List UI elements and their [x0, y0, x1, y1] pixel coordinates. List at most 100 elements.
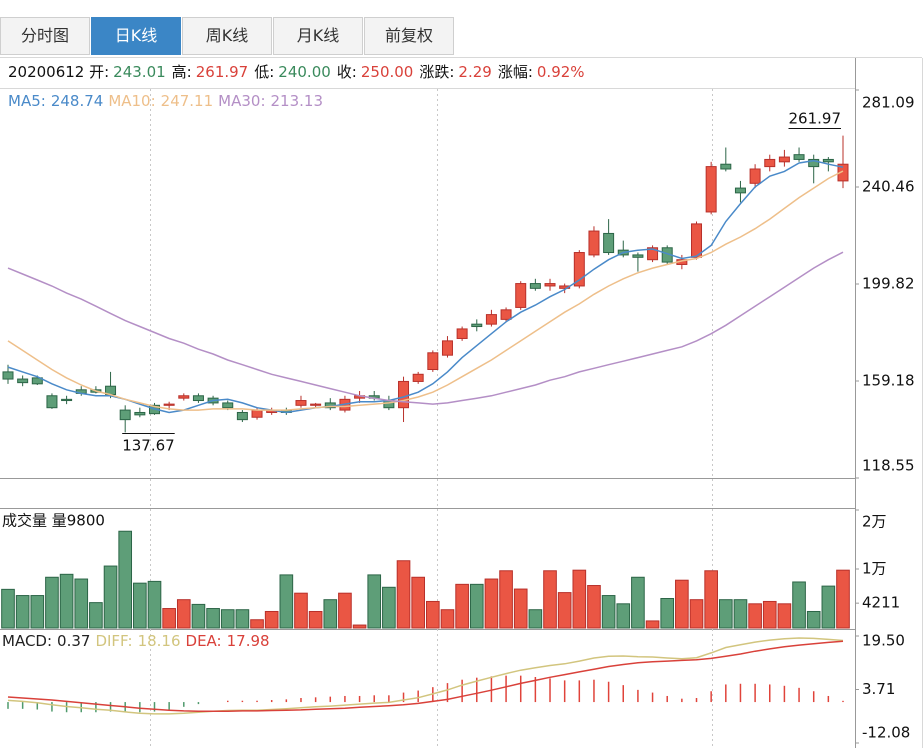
candle-body [441, 340, 453, 356]
legend-entry: MACD: 0.37 [2, 632, 90, 650]
candle-body [529, 283, 541, 289]
legend-name: MA30: [218, 92, 265, 110]
candle-body [808, 158, 820, 168]
volume-bar [455, 583, 469, 629]
volume-bar [89, 602, 103, 629]
volume-title: 成交量 量9800 [2, 512, 105, 530]
macd-line [7, 637, 844, 715]
volume-bar [74, 578, 89, 629]
volume-bar [616, 603, 631, 629]
volume-bar [396, 560, 411, 629]
candle-body [500, 309, 512, 320]
y-tick-label: 19.50 [862, 632, 905, 650]
volume-bar [469, 583, 484, 629]
candle-body [251, 409, 263, 418]
volume-bar [59, 573, 74, 629]
info-value: 243.01 [113, 63, 166, 81]
candle-body [764, 158, 776, 168]
tab[interactable]: 日K线 [91, 17, 181, 55]
volume-bar [806, 610, 821, 629]
volume-bar [660, 598, 675, 629]
volume-bar [704, 570, 718, 629]
tab[interactable]: 分时图 [0, 17, 90, 55]
candle-body [398, 380, 410, 409]
legend-entry: MA30: 213.13 [218, 92, 323, 110]
info-value: 2.29 [458, 63, 492, 81]
candle-body [427, 352, 439, 371]
legend-name: MA10: [108, 92, 155, 110]
volume-bar [30, 595, 45, 629]
info-label: 涨跌: [419, 63, 455, 81]
ma-line [7, 170, 844, 411]
volume-bar [191, 603, 206, 629]
legend-entry: MA10: 247.11 [108, 92, 213, 110]
candle-body [236, 411, 248, 421]
candle-body [632, 254, 644, 258]
candle-body [647, 247, 659, 261]
info-value: 261.97 [195, 63, 249, 81]
legend-entry: DEA: 17.98 [186, 632, 270, 650]
candle-body [485, 314, 497, 325]
info-label: 低: [254, 63, 275, 81]
volume-bar [675, 579, 689, 629]
y-tick-label: 1万 [862, 560, 887, 578]
volume-bar [279, 574, 294, 629]
legend-name: DIFF: [95, 632, 132, 650]
volume-bar [308, 610, 323, 629]
legend-name: MA5: [8, 92, 46, 110]
tab[interactable]: 前复权 [364, 17, 454, 55]
volume-bar [382, 586, 396, 629]
candle-body [178, 395, 190, 399]
volume-bar [601, 595, 616, 629]
volume-bar [689, 599, 704, 629]
volume-bar [557, 592, 572, 629]
tab[interactable]: 周K线 [182, 17, 272, 55]
volume-bar [821, 585, 836, 629]
info-label: 20200612 开: [8, 63, 110, 81]
y-tick-label: 2万 [862, 513, 887, 531]
tab[interactable]: 月K线 [273, 17, 363, 55]
volume-bar [631, 576, 645, 629]
legend-value: 248.74 [51, 92, 104, 110]
candle-body [573, 252, 585, 287]
volume-bar [220, 609, 235, 629]
candle-body [691, 223, 703, 258]
volume-bar [352, 624, 367, 629]
y-tick-label: 159.18 [862, 372, 915, 390]
y-tick-label: 4211 [862, 594, 900, 612]
volume-bar [792, 581, 806, 629]
candle-body [603, 232, 615, 254]
candle-body [456, 328, 468, 339]
tab-bar: 分时图 日K线 周K线 月K线 前复权 [0, 17, 455, 55]
info-label: 涨幅: [497, 63, 533, 81]
candle-body [192, 395, 204, 402]
volume-bar [645, 620, 660, 629]
volume-bar [587, 585, 601, 629]
info-label: 高: [171, 63, 192, 81]
legend-entry: MA5: 248.74 [8, 92, 103, 110]
high-annotation: 261.97 [789, 110, 842, 128]
low-annotation: 137.67 [122, 437, 175, 455]
volume-bar [176, 599, 191, 629]
legend-value: 213.13 [271, 92, 324, 110]
candle-body [734, 187, 746, 194]
candle-body [515, 283, 527, 308]
volume-bar [206, 608, 220, 629]
legend-value: 0.37 [57, 632, 90, 650]
legend-value: 18.16 [138, 632, 181, 650]
candle-body [749, 168, 761, 184]
volume-bar [513, 588, 528, 629]
candle-body [720, 163, 732, 170]
info-value: 240.00 [278, 63, 331, 81]
volume-bar [733, 599, 748, 629]
y-tick-label: 3.71 [862, 680, 895, 698]
candle-body [544, 283, 556, 287]
candle-body [295, 400, 307, 406]
candle-body [822, 158, 834, 163]
volume-bar [762, 600, 777, 629]
volume-bar [133, 582, 147, 629]
y-tick-label: 240.46 [862, 177, 915, 195]
ma-line [7, 159, 844, 414]
